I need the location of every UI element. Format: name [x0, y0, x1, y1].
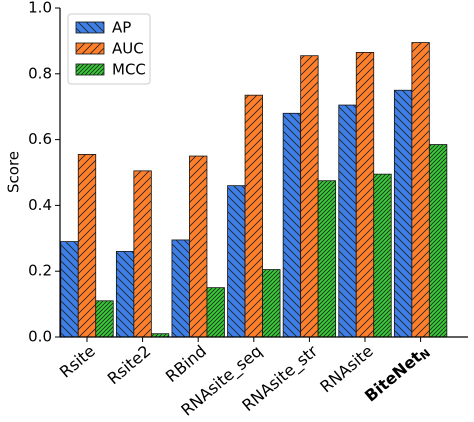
- y-tick-label: 0.2: [28, 262, 52, 280]
- x-tick-label-text: RBind: [162, 341, 210, 386]
- y-tick-label: 1.0: [28, 0, 52, 17]
- legend-label: AP: [112, 19, 131, 37]
- bar-hatch: [189, 156, 207, 337]
- bar-hatch: [262, 269, 281, 337]
- x-tick-label-text: Rsite: [56, 341, 99, 381]
- bar-hatch: [283, 113, 301, 337]
- legend-swatch-hatch: [76, 64, 104, 75]
- bar-hatch: [394, 90, 412, 337]
- bar-hatch: [300, 55, 319, 338]
- bar-hatch: [429, 144, 447, 337]
- y-tick-label: 0.4: [28, 196, 52, 214]
- bar-hatch: [95, 300, 114, 337]
- bar-hatch: [373, 174, 392, 337]
- bar-hatch: [206, 287, 225, 337]
- x-tick-label: Rsite: [56, 341, 99, 381]
- legend-swatch-hatch: [76, 43, 104, 54]
- bar-hatch: [338, 105, 357, 338]
- y-tick-label: 0.6: [28, 130, 52, 148]
- x-tick-label-text: Rsite2: [103, 341, 154, 388]
- bar-hatch: [356, 52, 374, 337]
- bar-hatch: [60, 241, 79, 337]
- y-axis-label: Score: [5, 151, 23, 193]
- x-tick-label: Rsite2: [103, 341, 154, 388]
- y-tick-label: 0.8: [28, 64, 52, 82]
- bar-hatch: [116, 251, 134, 337]
- legend-label: AUC: [112, 40, 144, 58]
- bar-hatch: [318, 180, 336, 337]
- bar-hatch: [171, 239, 190, 337]
- bar-hatch: [227, 185, 246, 337]
- bar-hatch: [133, 170, 152, 337]
- bar-hatch: [411, 42, 430, 338]
- legend-label: MCC: [112, 61, 146, 79]
- y-tick-label: 0.0: [28, 328, 52, 346]
- bar-hatch: [245, 95, 263, 337]
- bar-hatch: [78, 154, 96, 337]
- bar-hatch: [151, 333, 169, 337]
- x-tick-label: RBind: [162, 341, 210, 386]
- legend-swatch-hatch: [76, 22, 104, 33]
